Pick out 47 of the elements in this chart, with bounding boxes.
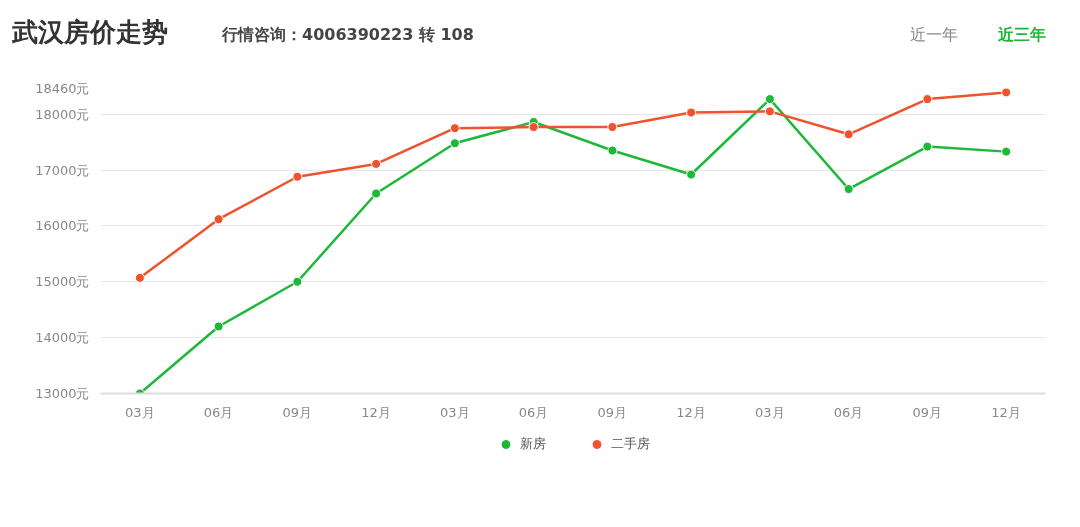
- y-tick-label: 14000元: [35, 330, 90, 346]
- y-tick-label: 16000元: [35, 218, 90, 234]
- point: [371, 188, 382, 199]
- point: [686, 169, 697, 180]
- point: [686, 107, 697, 118]
- point: [292, 171, 303, 182]
- point: [1001, 88, 1012, 98]
- y-tick-label: 18000元: [35, 106, 90, 122]
- text: 近三年: [998, 24, 1046, 46]
- x-tick-label: 06月: [833, 404, 864, 420]
- point: [843, 129, 854, 140]
- x-tick-label: 06月: [203, 404, 234, 420]
- y-tick-label: 13000元: [35, 386, 90, 401]
- legend-label: 二手房: [611, 435, 650, 453]
- text: 近一年: [910, 24, 958, 46]
- x-tick-label: 12月: [361, 404, 391, 420]
- x-tick-label: 03月: [125, 404, 155, 420]
- x-tick-label: 09月: [282, 404, 313, 420]
- legend-label: 新房: [520, 435, 546, 453]
- y-tick-label: 18460元: [35, 81, 90, 96]
- x-tick-label: 03月: [755, 404, 785, 420]
- point: [1001, 146, 1012, 157]
- point: [607, 122, 618, 133]
- chart-title: 武汉房价走势: [12, 16, 168, 49]
- x-tick-label: 06月: [518, 404, 549, 420]
- point: [449, 138, 460, 149]
- x-tick-label: 09月: [912, 404, 943, 420]
- y-tick-label: 15000元: [35, 274, 90, 290]
- x-tick-label: 12月: [676, 404, 706, 420]
- point: [528, 122, 539, 133]
- point: [843, 184, 854, 195]
- point: [922, 141, 933, 152]
- x-tick-label: 03月: [440, 404, 470, 420]
- point: [213, 321, 224, 332]
- point: [292, 276, 303, 287]
- point: [134, 272, 145, 283]
- text: 行情咨询：4006390223 转 108: [222, 24, 474, 46]
- x-tick-label: 09月: [597, 404, 628, 420]
- point: [607, 145, 618, 156]
- point: [371, 158, 382, 169]
- point: [213, 214, 224, 225]
- x-tick-label: 12月: [991, 404, 1021, 420]
- point: [449, 123, 460, 134]
- point: [922, 94, 933, 105]
- point: [764, 94, 775, 105]
- point: [764, 106, 775, 117]
- y-tick-label: 17000元: [35, 162, 90, 178]
